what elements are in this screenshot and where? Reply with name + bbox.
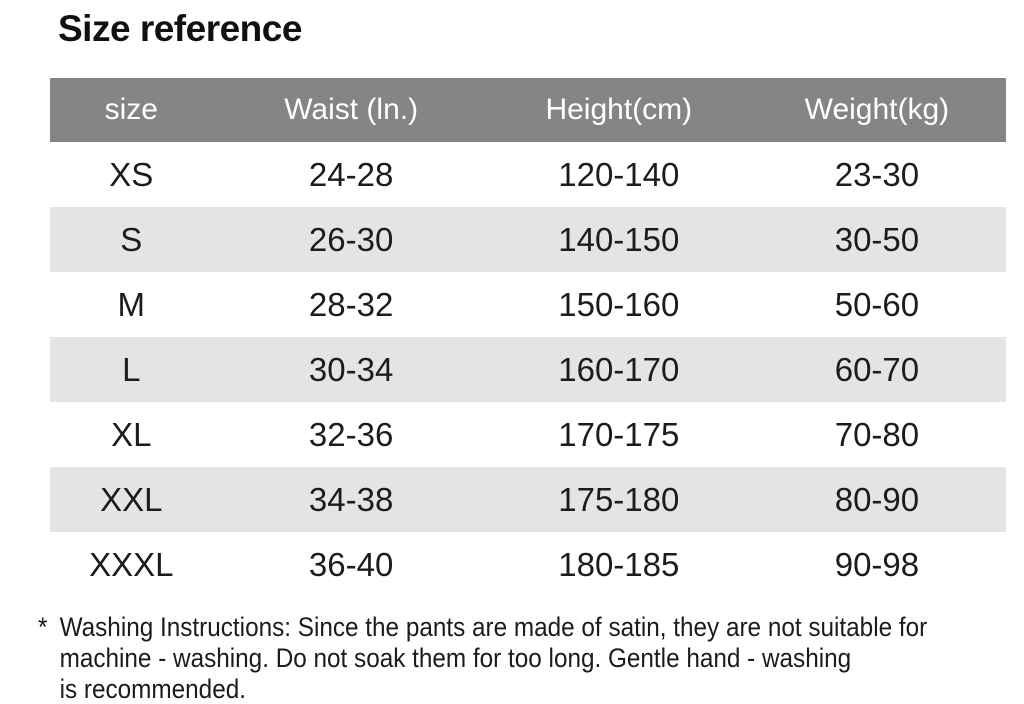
waist-cell: 36-40: [308, 545, 394, 583]
size-cell: XL: [111, 415, 152, 453]
height-cell: 175-180: [558, 480, 680, 518]
washing-instructions-footnote: * Washing Instructions: Since the pants …: [38, 612, 992, 704]
waist-cell: 26-30: [308, 220, 394, 258]
waist-cell: 34-38: [308, 480, 394, 518]
weight-cell: 50-60: [834, 285, 920, 323]
height-cell: 150-160: [558, 285, 680, 323]
height-cell: 120-140: [558, 155, 680, 193]
column-header-height: Height(cm): [545, 93, 693, 126]
footnote-asterisk: *: [38, 612, 48, 642]
column-header-weight: Weight(kg): [804, 93, 950, 126]
table-row: XL 32-36 170-175 70-80: [50, 402, 1006, 467]
header-row: size Waist (ln.) Height(cm) Weight(kg): [50, 78, 1006, 142]
footnote-line: is recommended.: [59, 674, 246, 704]
weight-cell: 70-80: [834, 415, 920, 453]
page-title: Size reference: [58, 8, 302, 49]
weight-cell: 90-98: [834, 545, 920, 583]
waist-cell: 28-32: [308, 285, 394, 323]
table-row: M 28-32 150-160 50-60: [50, 272, 1006, 337]
height-cell: 170-175: [558, 415, 680, 453]
height-cell: 180-185: [558, 545, 680, 583]
column-header-size: size: [104, 93, 158, 126]
table-row: XXL 34-38 175-180 80-90: [50, 467, 1006, 532]
waist-cell: 32-36: [308, 415, 394, 453]
weight-cell: 23-30: [834, 155, 920, 193]
height-cell: 160-170: [558, 350, 680, 388]
table-body: XS 24-28 120-140 23-30 S 26-30 140-150 3…: [50, 142, 1006, 597]
size-cell: L: [122, 350, 141, 388]
footnote-text: Washing Instructions: Since the pants ar…: [38, 612, 992, 704]
table-row: S 26-30 140-150 30-50: [50, 207, 1006, 272]
table-row: L 30-34 160-170 60-70: [50, 337, 1006, 402]
weight-cell: 80-90: [834, 480, 920, 518]
table-row: XS 24-28 120-140 23-30: [50, 142, 1006, 207]
height-cell: 140-150: [558, 220, 680, 258]
size-table-header: size Waist (ln.) Height(cm) Weight(kg): [50, 78, 1006, 142]
weight-cell: 60-70: [834, 350, 920, 388]
size-cell: XS: [109, 155, 154, 193]
size-table: size Waist (ln.) Height(cm) Weight(kg) X…: [50, 78, 1006, 597]
footnote-line: machine - washing. Do not soak them for …: [59, 643, 852, 673]
waist-cell: 30-34: [308, 350, 394, 388]
size-cell: M: [117, 285, 146, 323]
size-cell: S: [120, 220, 143, 258]
waist-cell: 24-28: [308, 155, 394, 193]
size-cell: XXL: [100, 480, 163, 518]
footnote-line: Washing Instructions: Since the pants ar…: [59, 612, 928, 642]
size-cell: XXXL: [89, 545, 174, 583]
weight-cell: 30-50: [834, 220, 920, 258]
column-header-waist: Waist (ln.): [284, 93, 419, 126]
table-row: XXXL 36-40 180-185 90-98: [50, 532, 1006, 597]
